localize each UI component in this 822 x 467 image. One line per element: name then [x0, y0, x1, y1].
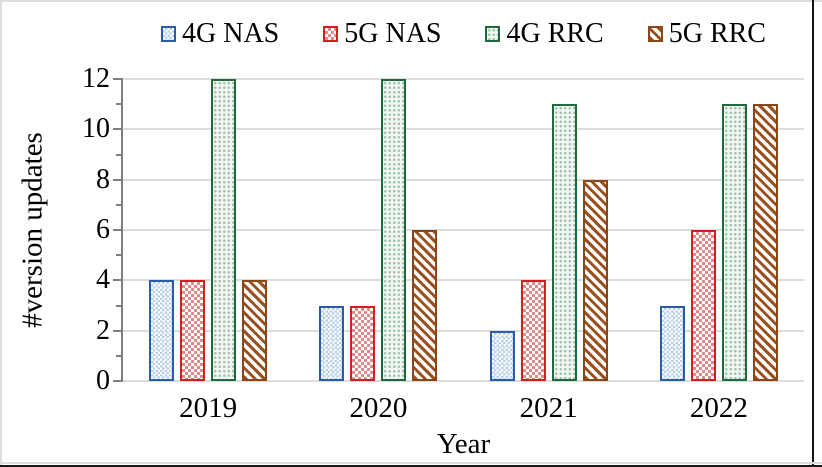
bar-5g-rrc-2021 — [582, 179, 608, 381]
y-minor-tick — [116, 203, 121, 206]
figure-edge-bottom — [0, 465, 822, 467]
gridline — [123, 380, 804, 382]
y-tick-label: 2 — [96, 314, 110, 346]
y-tick-label: 10 — [82, 113, 110, 145]
legend-label: 5G RRC — [668, 18, 766, 49]
bar-group-2020 — [293, 79, 463, 381]
x-tick-label: 2021 — [519, 392, 578, 424]
x-axis-title: Year — [436, 428, 491, 460]
legend-swatch-icon — [323, 26, 339, 43]
figure-edge-right — [812, 0, 814, 467]
y-minor-tick — [116, 354, 121, 357]
gridline — [123, 78, 804, 80]
y-major-tick — [113, 78, 121, 80]
y-major-tick — [113, 178, 121, 181]
y-tick-label: 0 — [96, 365, 110, 396]
bar-group-2019 — [123, 79, 293, 381]
gridline — [123, 329, 804, 332]
bar-4g-nas-2019 — [149, 280, 175, 381]
plot-area — [113, 78, 804, 382]
bar-4g-rrc-2020 — [381, 79, 407, 381]
y-tick-label: 12 — [82, 63, 110, 94]
bar-4g-rrc-2021 — [551, 104, 577, 381]
y-tick-labels: 0 2 4 6 8 10 12 — [0, 65, 110, 395]
gridline — [123, 128, 804, 131]
bar-5g-nas-2019 — [180, 280, 206, 381]
bar-5g-rrc-2019 — [242, 280, 268, 381]
bar-5g-nas-2021 — [520, 280, 546, 381]
x-tick-label: 2020 — [349, 392, 408, 424]
legend-swatch-icon — [647, 26, 663, 43]
bar-5g-nas-2020 — [350, 305, 376, 381]
y-minor-tick — [116, 153, 121, 156]
bar-4g-rrc-2019 — [211, 79, 237, 381]
y-major-tick — [113, 380, 121, 382]
y-tick-label: 4 — [96, 264, 110, 296]
y-major-tick — [113, 229, 121, 231]
y-axis-line — [121, 78, 123, 382]
chart-legend: 4G NAS 5G NAS 4G RRC 5G RRC — [123, 18, 804, 50]
figure-edge-bottom-inner — [0, 462, 822, 464]
bar-4g-nas-2021 — [489, 330, 515, 381]
bar-group-2021 — [464, 79, 634, 381]
legend-label: 4G RRC — [506, 18, 604, 49]
gridline — [123, 229, 804, 231]
gridline — [123, 178, 804, 181]
y-tick-label: 6 — [96, 214, 110, 245]
y-minor-tick — [116, 304, 121, 307]
bar-4g-nas-2022 — [659, 305, 685, 381]
y-tick-label: 8 — [96, 163, 110, 195]
legend-swatch-icon — [485, 26, 501, 43]
legend-item: 4G NAS — [161, 18, 280, 50]
bar-5g-rrc-2022 — [752, 104, 778, 381]
gridline — [123, 279, 804, 282]
y-major-tick — [113, 279, 121, 282]
y-minor-tick — [116, 254, 121, 257]
figure-edge-top — [0, 0, 822, 2]
legend-item: 5G RRC — [647, 18, 766, 50]
y-major-tick — [113, 128, 121, 131]
figure-edge-left — [0, 0, 2, 467]
legend-label: 5G NAS — [344, 18, 442, 49]
y-minor-tick — [116, 103, 121, 106]
bar-5g-nas-2022 — [690, 230, 716, 381]
legend-item: 5G NAS — [323, 18, 442, 50]
x-tick-label: 2019 — [179, 392, 238, 424]
bar-4g-nas-2020 — [319, 305, 345, 381]
bar-groups — [123, 79, 804, 381]
legend-label: 4G NAS — [182, 18, 280, 49]
x-tick-labels: 2019 2020 2021 2022 — [123, 392, 804, 425]
legend-swatch-icon — [161, 26, 177, 43]
x-tick-label: 2022 — [689, 392, 748, 424]
y-major-tick — [113, 329, 121, 332]
bar-4g-rrc-2022 — [721, 104, 747, 381]
bar-group-2022 — [634, 79, 804, 381]
legend-item: 4G RRC — [485, 18, 604, 50]
bar-5g-rrc-2020 — [412, 230, 438, 381]
